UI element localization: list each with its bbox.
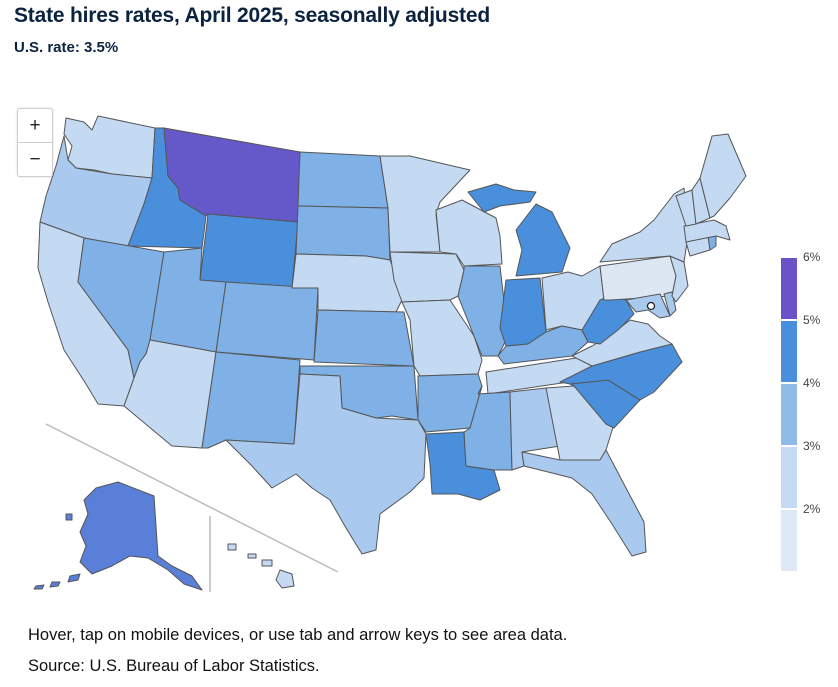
state-iowa[interactable] xyxy=(389,251,465,303)
alaska-island[interactable] xyxy=(67,573,81,583)
legend-swatch xyxy=(781,383,797,446)
state-massachusetts[interactable] xyxy=(683,219,731,243)
zoom-control: + − xyxy=(17,108,53,177)
state-michigan-upper[interactable] xyxy=(467,183,537,213)
state-illinois[interactable] xyxy=(457,265,509,357)
state-hawaii[interactable] xyxy=(275,569,295,589)
state-new-mexico[interactable] xyxy=(201,351,301,449)
legend-swatch xyxy=(781,257,797,320)
zoom-in-button[interactable]: + xyxy=(29,115,41,136)
state-wyoming[interactable] xyxy=(199,213,299,289)
hawaii-island[interactable] xyxy=(227,543,237,551)
state-florida[interactable] xyxy=(521,449,647,557)
state-michigan-lower[interactable] xyxy=(515,203,571,277)
legend-swatch xyxy=(781,446,797,509)
state-new-york[interactable] xyxy=(599,187,689,263)
legend-label-2: 2% xyxy=(803,502,821,516)
legend-color-bar xyxy=(781,256,797,573)
legend-label-5: 5% xyxy=(803,313,821,327)
state-indiana[interactable] xyxy=(499,277,547,347)
chart-title: State hires rates, April 2025, seasonall… xyxy=(14,4,490,27)
state-north-dakota[interactable] xyxy=(297,151,389,209)
legend-swatch xyxy=(781,509,797,572)
state-west-virginia[interactable] xyxy=(581,295,635,345)
legend-label-3: 3% xyxy=(803,439,821,453)
zoom-out-button[interactable]: − xyxy=(18,142,52,176)
legend-label-4: 4% xyxy=(803,376,821,390)
state-maine[interactable] xyxy=(699,133,747,219)
source-note: Source: U.S. Bureau of Labor Statistics. xyxy=(28,657,320,675)
dc-marker[interactable] xyxy=(646,301,656,311)
state-colorado[interactable] xyxy=(215,281,319,361)
interaction-note: Hover, tap on mobile devices, or use tab… xyxy=(28,626,568,644)
legend-swatch xyxy=(781,320,797,383)
hawaii-island[interactable] xyxy=(247,553,257,559)
alaska-island[interactable] xyxy=(49,581,61,588)
state-wisconsin[interactable] xyxy=(435,199,503,267)
us-rate-subtitle: U.S. rate: 3.5% xyxy=(14,39,119,56)
legend-label-6: 6% xyxy=(803,250,821,264)
hawaii-island[interactable] xyxy=(261,559,273,567)
state-texas[interactable] xyxy=(225,373,427,555)
state-kansas[interactable] xyxy=(313,309,415,367)
state-kentucky[interactable] xyxy=(497,325,589,365)
alaska-island[interactable] xyxy=(65,513,73,521)
state-south-dakota[interactable] xyxy=(295,205,391,261)
alaska-island[interactable] xyxy=(33,584,45,590)
state-alaska[interactable] xyxy=(79,481,203,591)
inset-divider-diagonal xyxy=(45,423,339,573)
